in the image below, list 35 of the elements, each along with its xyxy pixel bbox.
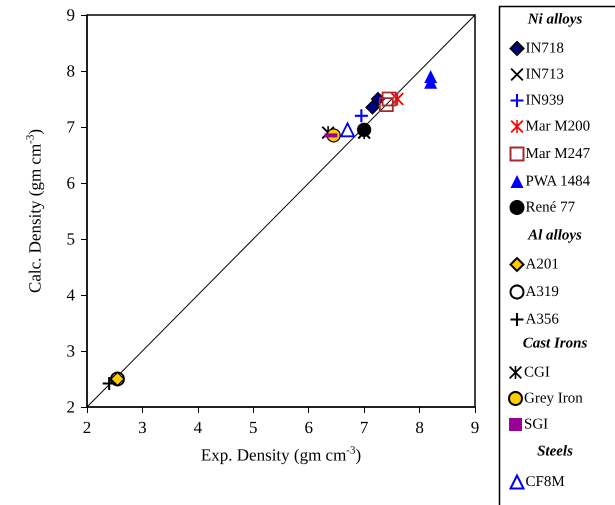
text: Al alloys <box>527 228 582 244</box>
text: Steels <box>537 444 574 460</box>
legend-label: IN713 <box>526 66 564 82</box>
y-tick-label: 9 <box>66 6 75 24</box>
x-tick-label: 7 <box>360 418 369 437</box>
legend-label: Mar M200 <box>526 118 590 134</box>
legend-label: A356 <box>526 312 560 328</box>
legend-label: CGI <box>524 364 550 380</box>
y-tick-label: 5 <box>66 230 75 248</box>
x-tick-label: 3 <box>138 418 147 437</box>
legend-label: A201 <box>526 256 559 272</box>
x-tick-label: 5 <box>249 418 258 437</box>
text: Cast Irons <box>522 336 588 352</box>
y-tick-label: 7 <box>66 118 76 136</box>
y-tick-label: 2 <box>66 398 75 416</box>
legend-label: SGI <box>524 416 548 432</box>
y-tick-label: 3 <box>66 342 75 360</box>
legend-label: IN718 <box>526 40 564 56</box>
y-tick-label: 6 <box>66 174 75 192</box>
legend-label: Grey Iron <box>524 390 584 406</box>
x-tick-label: 6 <box>304 418 313 437</box>
legend-label: IN939 <box>526 92 564 108</box>
y-tick-label: 4 <box>66 286 76 304</box>
legend-label: A319 <box>526 284 559 300</box>
legend-label: Mar M247 <box>526 146 591 162</box>
legend-label: PWA 1484 <box>526 174 591 190</box>
text: Ni alloys <box>526 12 582 28</box>
legend-label: René 77 <box>526 200 576 216</box>
x-tick-label: 8 <box>415 418 424 437</box>
x-tick-label: 9 <box>470 418 480 437</box>
y-tick-label: 8 <box>66 62 75 80</box>
y-axis-title: Calc. Density (gm cm-3) <box>24 128 44 294</box>
x-tick-label: 2 <box>82 418 92 437</box>
legend-label: CF8M <box>526 474 565 490</box>
x-tick-label: 4 <box>194 418 203 437</box>
